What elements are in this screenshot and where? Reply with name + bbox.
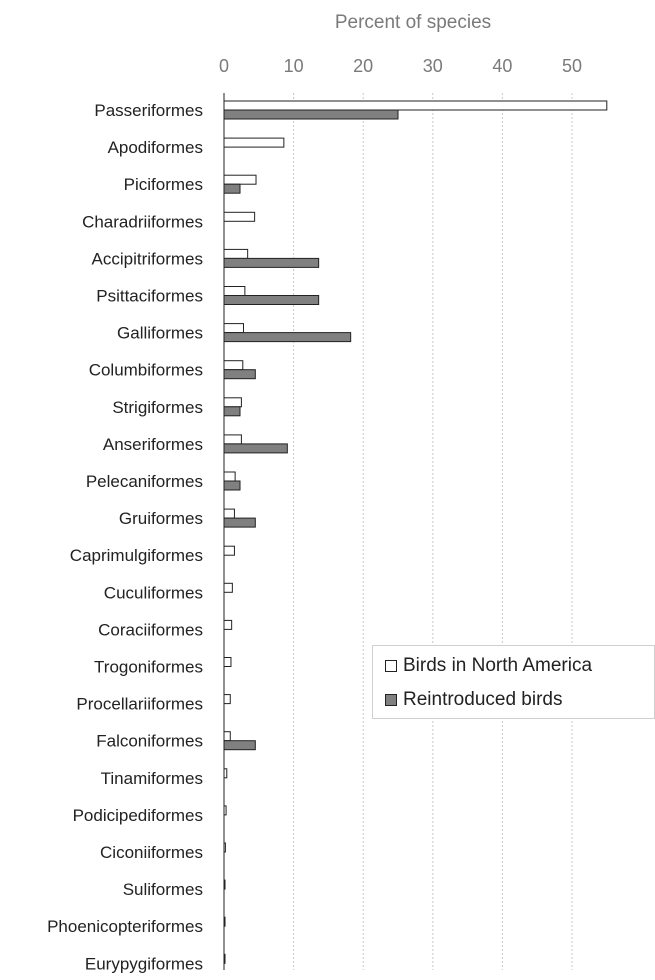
bar-north-america-falconiformes <box>223 731 231 742</box>
x-tick-label-30: 30 <box>423 56 443 76</box>
category-label-columbiformes: Columbiformes <box>89 361 203 380</box>
category-label-charadriiformes: Charadriiformes <box>82 212 203 231</box>
legend-label-north-america: Birds in North America <box>403 655 593 676</box>
category-label-tinamiformes: Tinamiformes <box>101 769 203 788</box>
bar-north-america-caprimulgiformes <box>223 545 235 556</box>
legend-item-north-america: Birds in North America <box>385 654 592 678</box>
bar-north-america-anseriformes <box>223 434 242 445</box>
category-labels: Passeriformes Apodiformes Piciformes Charad… <box>47 101 203 973</box>
bar-north-america-galliformes <box>223 323 244 334</box>
bar-reintroduced-passeriformes <box>223 109 399 120</box>
bars <box>223 100 608 964</box>
category-label-suliformes: Suliformes <box>123 880 203 899</box>
bar-reintroduced-accipitriformes <box>223 257 320 268</box>
bar-reintroduced-piciformes <box>223 183 241 194</box>
bar-reintroduced-gruiformes <box>223 517 256 528</box>
x-tick-label-40: 40 <box>492 56 512 76</box>
category-label-strigiformes: Strigiformes <box>112 398 203 417</box>
category-label-pelecaniformes: Pelecaniformes <box>86 472 203 491</box>
category-label-piciformes: Piciformes <box>124 175 203 194</box>
bar-reintroduced-anseriformes <box>223 443 288 454</box>
x-tick-labels: 0 10 20 30 40 50 <box>219 56 582 76</box>
category-label-ciconiiformes: Ciconiiformes <box>100 843 203 862</box>
bar-north-america-charadriiformes <box>223 211 256 222</box>
category-label-phoenicopteriformes: Phoenicopteriformes <box>47 917 203 936</box>
bar-north-america-pelecaniformes <box>223 471 236 482</box>
bar-north-america-apodiformes <box>223 137 285 148</box>
bar-reintroduced-columbiformes <box>223 369 256 380</box>
category-label-trogoniformes: Trogoniformes <box>94 658 203 677</box>
category-label-falconiformes: Falconiformes <box>96 732 203 751</box>
x-tick-label-50: 50 <box>562 56 582 76</box>
bar-reintroduced-galliformes <box>223 332 352 343</box>
bar-north-america-columbiformes <box>223 360 244 371</box>
legend-item-reintroduced: Reintroduced birds <box>385 688 562 712</box>
bar-reintroduced-psittaciformes <box>223 295 320 305</box>
bar-north-america-piciformes <box>223 174 257 185</box>
category-label-gruiformes: Gruiformes <box>119 509 203 528</box>
bar-north-america-strigiformes <box>223 397 242 408</box>
legend-label-reintroduced: Reintroduced birds <box>403 689 563 710</box>
bar-north-america-cuculiformes <box>223 582 233 593</box>
category-label-podicipediformes: Podicipediformes <box>73 806 203 825</box>
category-label-accipitriformes: Accipitriformes <box>92 249 203 268</box>
bar-reintroduced-falconiformes <box>223 740 256 751</box>
bar-north-america-procellariiformes <box>223 694 231 705</box>
category-label-anseriformes: Anseriformes <box>103 435 203 454</box>
x-tick-label-10: 10 <box>284 56 304 76</box>
bar-reintroduced-strigiformes <box>223 406 241 417</box>
legend-swatch-north-america <box>385 660 397 672</box>
category-label-psittaciformes: Psittaciformes <box>96 287 203 306</box>
x-tick-label-20: 20 <box>353 56 373 76</box>
x-tick-label-0: 0 <box>219 56 229 76</box>
bar-north-america-gruiformes <box>223 508 235 519</box>
bar-north-america-accipitriformes <box>223 248 249 259</box>
bar-north-america-passeriformes <box>223 100 608 111</box>
category-label-caprimulgiformes: Caprimulgiformes <box>70 546 203 565</box>
bar-north-america-coraciiformes <box>223 619 233 630</box>
legend-swatch-reintroduced <box>385 694 397 706</box>
x-axis-label: Percent of species <box>335 12 491 33</box>
bar-north-america-trogoniformes <box>223 657 232 667</box>
category-label-cuculiformes: Cuculiformes <box>104 583 203 602</box>
legend: Birds in North America Reintroduced bird… <box>372 645 655 719</box>
category-label-apodiformes: Apodiformes <box>108 138 203 157</box>
gridlines <box>293 93 573 970</box>
bar-north-america-psittaciformes <box>223 286 246 296</box>
category-label-procellariiformes: Procellariiformes <box>76 695 203 714</box>
category-label-galliformes: Galliformes <box>117 324 203 343</box>
category-label-coraciiformes: Coraciiformes <box>98 620 203 639</box>
category-label-eurypygiformes: Eurypygiformes <box>85 954 203 973</box>
bar-reintroduced-pelecaniformes <box>223 480 241 491</box>
category-label-passeriformes: Passeriformes <box>94 101 203 120</box>
